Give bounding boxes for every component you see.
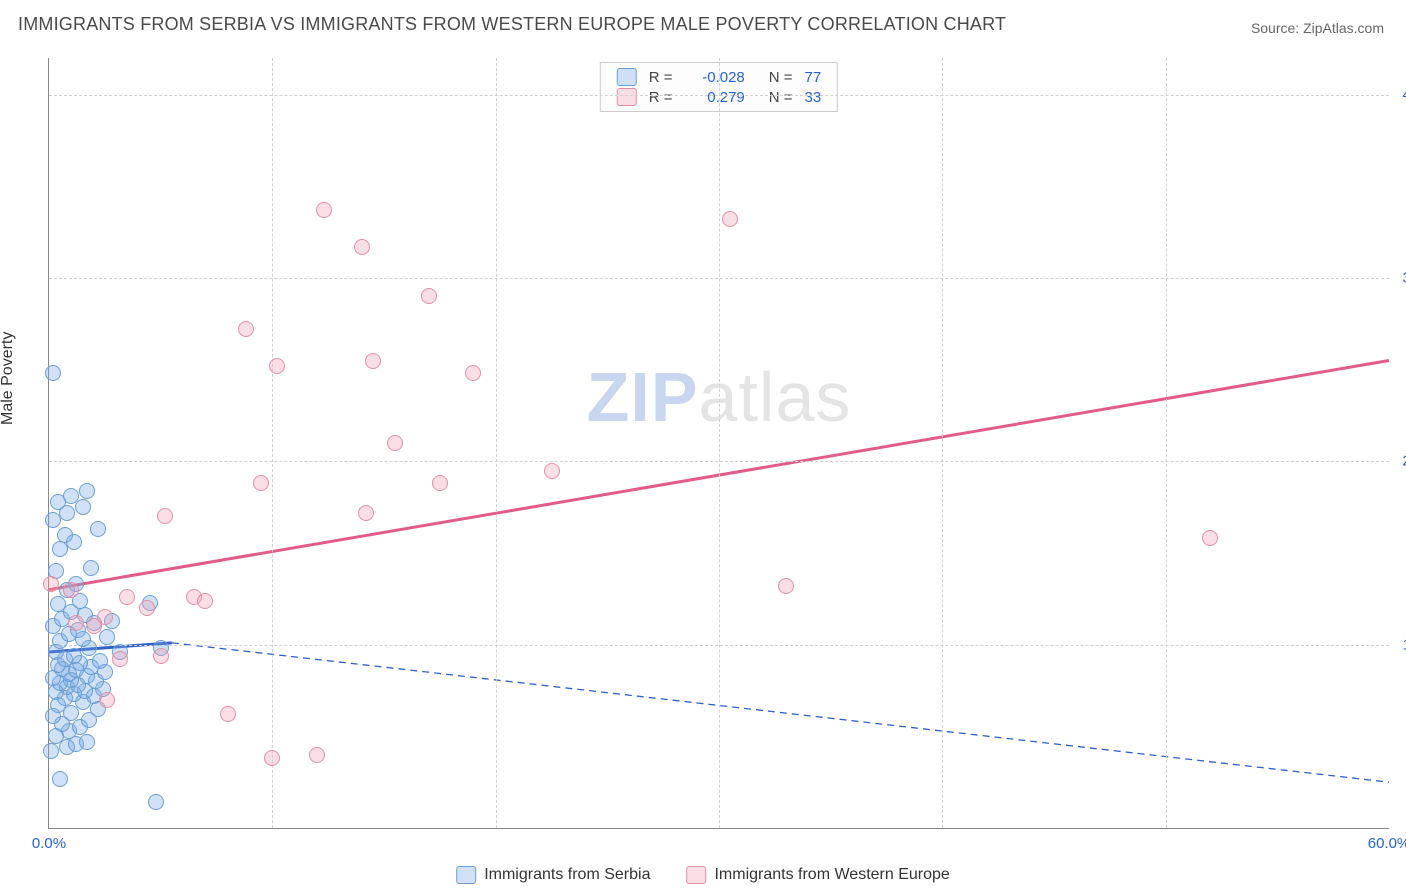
data-point	[119, 589, 135, 605]
y-tick-label: 40.0%	[1395, 86, 1406, 103]
x-tick-label: 60.0%	[1368, 835, 1406, 852]
data-point	[92, 653, 108, 669]
data-point	[157, 508, 173, 524]
source-name: ZipAtlas.com	[1303, 20, 1384, 36]
data-point	[79, 483, 95, 499]
data-point	[253, 475, 269, 491]
data-point	[220, 706, 236, 722]
data-point	[57, 527, 73, 543]
data-point	[97, 609, 113, 625]
x-tick-label: 0.0%	[32, 835, 66, 852]
data-point	[79, 734, 95, 750]
data-point	[316, 202, 332, 218]
data-point	[68, 615, 84, 631]
legend-label-b: Immigrants from Western Europe	[714, 866, 949, 884]
data-point	[269, 358, 285, 374]
data-point	[365, 353, 381, 369]
data-point	[43, 576, 59, 592]
legend-item-series-b: Immigrants from Western Europe	[686, 866, 949, 884]
data-point	[778, 578, 794, 594]
gridline-x	[942, 58, 943, 828]
data-point	[544, 463, 560, 479]
data-point	[432, 475, 448, 491]
data-point	[238, 321, 254, 337]
data-point	[63, 488, 79, 504]
data-point	[148, 794, 164, 810]
gridline-x	[272, 58, 273, 828]
data-point	[139, 600, 155, 616]
gridline-x	[1166, 58, 1167, 828]
data-point	[90, 521, 106, 537]
data-point	[354, 239, 370, 255]
data-point	[66, 648, 82, 664]
data-point	[99, 692, 115, 708]
data-point	[112, 651, 128, 667]
legend-item-series-a: Immigrants from Serbia	[456, 866, 650, 884]
data-point	[1202, 530, 1218, 546]
data-point	[387, 435, 403, 451]
data-point	[722, 211, 738, 227]
series-legend: Immigrants from Serbia Immigrants from W…	[456, 866, 950, 884]
source-attribution: Source: ZipAtlas.com	[1251, 20, 1384, 36]
plot-area: ZIPatlas R = -0.028 N = 77 R = 0.279 N =…	[48, 58, 1389, 829]
data-point	[43, 743, 59, 759]
chart-title: IMMIGRANTS FROM SERBIA VS IMMIGRANTS FRO…	[18, 14, 1006, 35]
data-point	[309, 747, 325, 763]
trendline	[172, 643, 1389, 782]
data-point	[45, 365, 61, 381]
data-point	[99, 629, 115, 645]
source-prefix: Source:	[1251, 20, 1303, 36]
data-point	[52, 771, 68, 787]
data-point	[358, 505, 374, 521]
data-point	[264, 750, 280, 766]
data-point	[83, 560, 99, 576]
y-tick-label: 30.0%	[1395, 270, 1406, 287]
swatch-series-b	[686, 866, 706, 884]
data-point	[197, 593, 213, 609]
data-point	[50, 596, 66, 612]
y-tick-label: 10.0%	[1395, 636, 1406, 653]
swatch-series-a	[456, 866, 476, 884]
legend-label-a: Immigrants from Serbia	[484, 866, 650, 884]
y-axis-label: Male Poverty	[0, 332, 17, 425]
gridline-x	[496, 58, 497, 828]
data-point	[153, 648, 169, 664]
data-point	[465, 365, 481, 381]
data-point	[421, 288, 437, 304]
y-tick-label: 20.0%	[1395, 453, 1406, 470]
gridline-x	[719, 58, 720, 828]
data-point	[63, 582, 79, 598]
